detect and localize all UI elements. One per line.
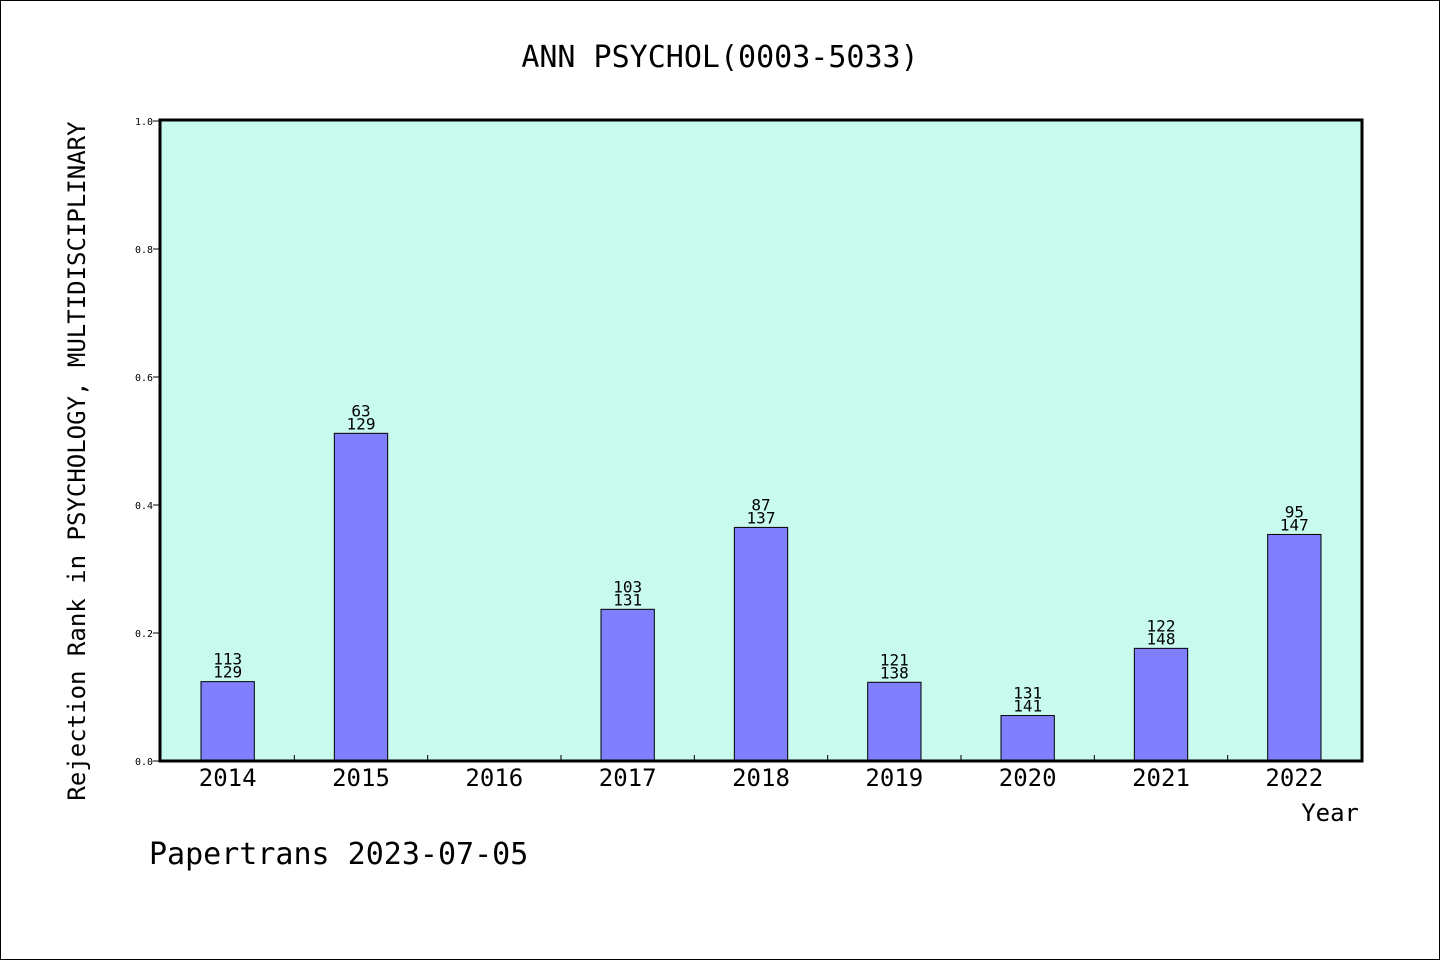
data-label-bottom: 129 [213,663,242,682]
x-tick-label: 2016 [465,764,523,792]
y-tick-label: 0.4 [135,501,153,512]
bar-2020 [1000,715,1055,762]
y-tick-label: 0.8 [135,245,153,256]
bar-2015 [333,432,389,762]
data-label-top: 113 [213,650,242,669]
data-label-top: 131 [1013,684,1042,703]
x-tick-label: 2022 [1265,764,1323,792]
data-label-top: 95 [1285,502,1304,521]
x-tick-label: 2017 [599,764,657,792]
x-tick-label: 2019 [865,764,923,792]
y-tick-label: 1.0 [135,117,153,128]
y-tick-label: 0.0 [135,757,153,768]
data-label-top: 103 [613,577,642,596]
x-axis-label: Year [1301,799,1359,827]
x-tick-label: 2021 [1132,764,1190,792]
y-axis-label: Rejection Rank in PSYCHOLOGY, MULTIDISCI… [63,121,91,801]
data-label-bottom: 131 [613,590,642,609]
bar-2014 [200,681,255,762]
bars-layer: 1131296312910313187137121138131141122148… [200,401,1322,762]
data-label-bottom: 141 [1013,697,1042,716]
x-tick-label: 2018 [732,764,790,792]
chart-title: ANN PSYCHOL(0003-5033) [521,40,918,75]
x-tick-label: 2014 [199,764,257,792]
y-tick-label: 0.6 [135,373,153,384]
credit-text: Papertrans 2023-07-05 [149,837,528,872]
data-label-top: 122 [1147,616,1176,635]
bar-2017 [600,608,655,762]
bar-2019 [867,681,922,762]
data-label-top: 63 [351,401,370,420]
data-label-bottom: 137 [747,508,776,527]
axis-ticks: 0.0 0.2 0.4 0.6 0.8 1.0 2014 2015 2016 2017 2018 20… [135,117,1323,792]
data-label-bottom: 138 [880,663,909,682]
data-label-top: 121 [880,650,909,669]
x-tick-label: 2015 [332,764,390,792]
data-label-top: 87 [751,495,770,514]
bar-2021 [1133,647,1189,762]
y-tick-label: 0.2 [135,629,153,640]
bar-2018 [733,526,789,762]
x-tick-label: 2020 [999,764,1057,792]
data-label-bottom: 147 [1280,515,1309,534]
data-label-bottom: 148 [1147,629,1176,648]
plot-border [158,118,1364,763]
data-label-bottom: 129 [347,414,376,433]
bar-2022 [1267,533,1322,762]
